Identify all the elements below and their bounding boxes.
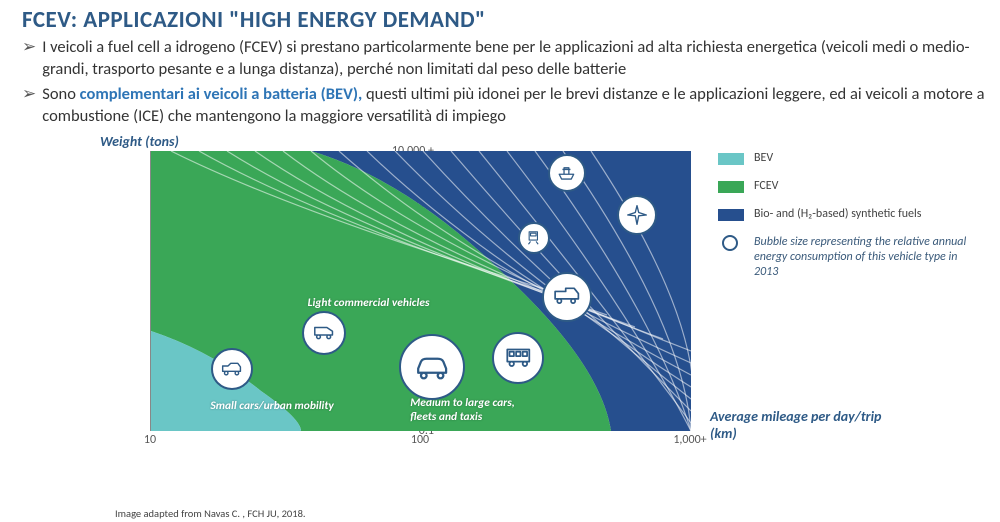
car-icon: [414, 349, 450, 385]
legend-label: BEV: [754, 151, 773, 165]
chart-area-label: Medium to large cars,fleets and taxis: [410, 397, 515, 423]
legend-note: Bubble size representing the relative an…: [754, 235, 968, 280]
x-axis-label: Average mileage per day/trip (km): [710, 409, 890, 443]
image-caption: Image adapted from Navas C. , FCH JU, 20…: [115, 507, 306, 520]
bubble-ship: [548, 154, 586, 192]
legend: BEV FCEV Bio- and (H₂-based) synthetic fue…: [718, 151, 968, 294]
train-icon: [525, 229, 543, 247]
bullet-item: ➢ Sono complementari ai veicoli a batter…: [22, 83, 990, 128]
x-tick: 100: [411, 433, 429, 447]
chart-area-label: Small cars/urban mobility: [210, 400, 333, 413]
y-axis-label: Weight (tons): [100, 133, 179, 150]
bubble-size-icon: [722, 235, 738, 251]
bubble-truck: [542, 272, 592, 322]
x-tick: 10: [144, 433, 156, 447]
x-tick: 1,000+: [673, 433, 706, 447]
legend-row: Bio- and (H₂-based) synthetic fuels: [718, 207, 968, 221]
bubble-car-large: [399, 334, 465, 400]
legend-swatch: [718, 181, 744, 193]
bullet-text: I veicoli a fuel cell a idrogeno (FCEV) …: [42, 37, 969, 79]
bullet-text: Sono: [42, 84, 79, 104]
figure: Weight (tons) 10,000 +1,0001001010.1 Lig…: [70, 137, 980, 467]
legend-label: FCEV: [754, 179, 778, 193]
bubble-lcv: [302, 311, 346, 355]
legend-swatch: [718, 209, 744, 221]
legend-row: BEV: [718, 151, 968, 165]
bullet-emph: complementari ai veicoli a batteria (BEV…: [80, 84, 363, 104]
plot-area: Light commercial vehicles Small cars/urba…: [150, 151, 690, 431]
legend-note-row: Bubble size representing the relative an…: [718, 235, 968, 280]
chevron-icon: ➢: [22, 36, 36, 81]
plane-icon: [626, 204, 648, 226]
bullet-item: ➢ I veicoli a fuel cell a idrogeno (FCEV…: [22, 36, 990, 81]
bus-icon: [504, 344, 533, 373]
chevron-icon: ➢: [22, 83, 36, 128]
legend-row: FCEV: [718, 179, 968, 193]
slide-title: FCEV: APPLICAZIONI "HIGH ENERGY DEMAND": [0, 0, 1000, 36]
ship-icon: [556, 163, 577, 184]
legend-swatch: [718, 153, 744, 165]
chart-area-label: Light commercial vehicles: [308, 297, 430, 310]
van-icon: [312, 321, 336, 345]
legend-label: Bio- and (H₂-based) synthetic fuels: [754, 207, 921, 221]
truck-icon: [553, 283, 581, 311]
suv-icon: [220, 358, 243, 381]
bullet-list: ➢ I veicoli a fuel cell a idrogeno (FCEV…: [0, 36, 1000, 133]
